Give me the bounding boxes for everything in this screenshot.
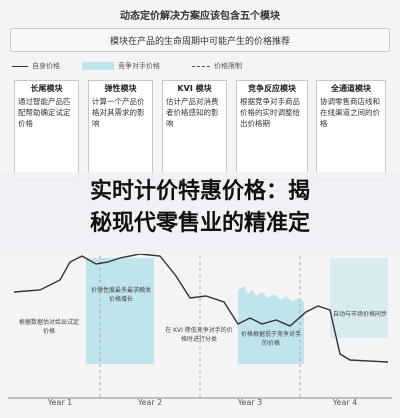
panel-kvi: KVI 模块 估计产品对消费者价格感知的影响 [162, 80, 227, 180]
panel-title: 竞争反应模块 [248, 84, 296, 93]
panel-title: KVI 模块 [177, 84, 212, 93]
headline-line-2: 秘现代零售业的精准定 [89, 211, 310, 236]
caption-elasticity: 价弹性度最多最求触发价格增长 [90, 287, 151, 303]
panel-body: 根据竞争对手商品价格的实时调整给出价格期 [240, 97, 300, 128]
year-label: Year 2 [137, 398, 163, 407]
caption-omnichannel: 自动与市场价格同步 [332, 311, 387, 318]
panel-elasticity: 弹性模块 计算一个产品价格对其需求的影响 [88, 80, 153, 180]
legend-own-price-label: 自身价格 [32, 62, 60, 70]
panel-title: 长尾模块 [30, 84, 63, 93]
legend-competitor-price-label: 竞争对手价格 [118, 62, 160, 70]
legend-price-limit-label: 价格限制 [214, 62, 242, 70]
own-price-line [13, 253, 389, 363]
panel-omnichannel: 全通道模块 协调零售商店线和在线渠道之间的价格 [316, 80, 386, 180]
line-swatch-icon [12, 65, 28, 67]
caption-response: 价格根据低于竞争对手的价格 [240, 331, 301, 347]
panel-title: 弹性模块 [104, 84, 137, 93]
headline-line-1: 实时计价特惠价格：揭 [89, 179, 310, 204]
dash-swatch-icon [192, 65, 210, 67]
competitor-band-response [238, 286, 304, 364]
headline: 实时计价特惠价格：揭 秘现代零售业的精准定 [0, 176, 400, 240]
panel-body: 通过智能产品匹配帮助确定试定价格 [18, 97, 71, 128]
subtitle-box [10, 28, 390, 52]
legend-competitor-price: 竞争对手价格 [82, 60, 160, 72]
year-label: Year 4 [332, 398, 358, 407]
panel-body: 协调零售商店线和在线渠道之间的价格 [320, 97, 380, 128]
page-title: 动态定价解决方案应该包含五个模块 [120, 11, 280, 22]
panel-body: 估计产品对消费者价格感知的影响 [166, 97, 219, 128]
caption-long-tail: 根据数据估对给出试定价格 [18, 319, 79, 335]
year-label: Year 1 [47, 398, 73, 407]
price-chart [8, 250, 392, 399]
page-subtitle: 模块在产品的生命周期中可能产生的价格推荐 [109, 37, 290, 47]
panel-body: 计算一个产品价格对其需求的影响 [92, 97, 145, 128]
headline-overlay [0, 172, 400, 254]
panel-title: 全通道模块 [331, 84, 371, 93]
legend-own-price: 自身价格 [12, 60, 60, 72]
legend-price-limit: 价格限制 [192, 60, 242, 72]
panel-competitive-response: 竞争反应模块 根据竞争对手商品价格的实时调整给出价格期 [236, 80, 308, 180]
caption-kvi: 在 KVI 降低竞争对手的价格时进行分类 [165, 327, 233, 343]
year-label: Year 3 [237, 398, 263, 407]
panel-long-tail: 长尾模块 通过智能产品匹配帮助确定试定价格 [14, 80, 79, 180]
band-swatch-icon [82, 62, 114, 70]
competitor-band-elasticity [86, 258, 154, 364]
competitor-band-omnichannel [330, 258, 388, 338]
